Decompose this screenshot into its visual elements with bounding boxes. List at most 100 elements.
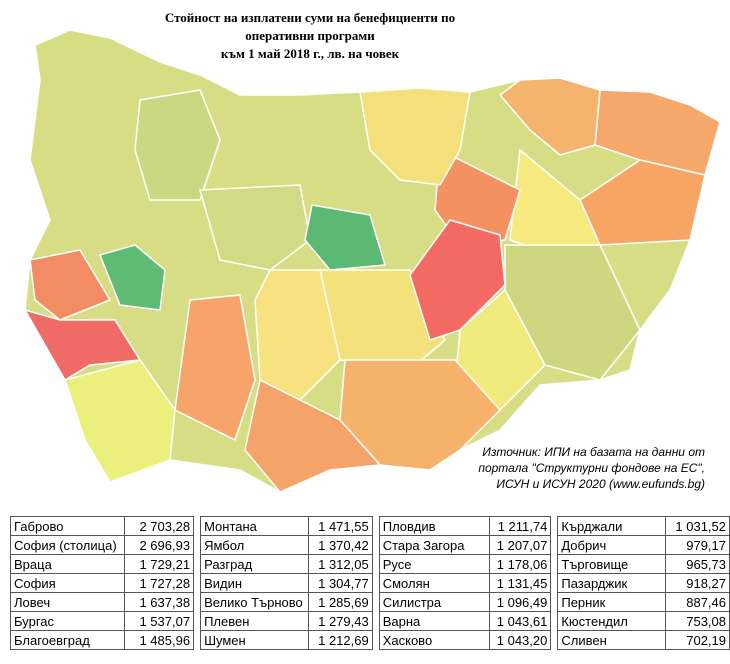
region-value: 1 043,20 bbox=[488, 630, 552, 650]
table-group: Пловдив 1 211,74 Стара Загора 1 207,07 Русе 1… bbox=[378, 516, 552, 650]
region-value: 1 212,69 bbox=[308, 630, 373, 650]
map: Стойност на изплатени суми на бенефициен… bbox=[23, 10, 721, 493]
region bbox=[498, 77, 601, 156]
region-name: Кюстендил bbox=[557, 611, 667, 631]
region-value: 1 471,55 bbox=[308, 516, 373, 536]
region-name: София bbox=[9, 573, 126, 593]
table-group: Кърджали 1 031,52 Добрич 979,17 Търговище 965… bbox=[557, 516, 730, 650]
table-row: Габрово 2 703,28 bbox=[9, 516, 195, 536]
region-name: Варна bbox=[378, 611, 490, 631]
table-row: Ловеч 1 637,38 bbox=[9, 592, 195, 612]
region-value: 2 696,93 bbox=[124, 535, 195, 555]
region-value: 1 178,06 bbox=[488, 554, 552, 574]
table-row: Благоевград 1 485,96 bbox=[9, 630, 195, 650]
region-name: Перник bbox=[557, 592, 667, 612]
table-row: Хасково 1 043,20 bbox=[378, 630, 552, 650]
region-value: 1 131,45 bbox=[488, 573, 552, 593]
source-note: портала "Структурни фондове на ЕС", bbox=[478, 461, 705, 475]
region-value: 1 729,21 bbox=[124, 554, 195, 574]
region bbox=[304, 204, 386, 271]
table-row: Кърджали 1 031,52 bbox=[557, 516, 730, 536]
region-name: Монтана bbox=[200, 516, 310, 536]
table-row: Перник 887,46 bbox=[557, 592, 730, 612]
region-value: 1 211,74 bbox=[488, 516, 552, 536]
region-value: 965,73 bbox=[665, 554, 730, 574]
region-name: Враца bbox=[9, 554, 126, 574]
region-value: 1 279,43 bbox=[308, 611, 373, 631]
region-name: Смолян bbox=[378, 573, 490, 593]
map-title: оперативни програми bbox=[245, 28, 375, 43]
region-name: Хасково bbox=[378, 630, 490, 650]
region bbox=[244, 378, 382, 493]
table-row: Бургас 1 537,07 bbox=[9, 611, 195, 631]
region-name: Силистра bbox=[378, 592, 490, 612]
table-row: Монтана 1 471,55 bbox=[200, 516, 373, 536]
table-group: Габрово 2 703,28 София (столица) 2 696,93 Вр… bbox=[9, 516, 195, 650]
region-value: 918,27 bbox=[665, 573, 730, 593]
table-row: Ямбол 1 370,42 bbox=[200, 535, 373, 555]
table-row: Видин 1 304,77 bbox=[200, 573, 373, 593]
table-row: Пловдив 1 211,74 bbox=[378, 516, 552, 536]
table-row: Русе 1 178,06 bbox=[378, 554, 552, 574]
table-row: Варна 1 043,61 bbox=[378, 611, 552, 631]
table-row: Враца 1 729,21 bbox=[9, 554, 195, 574]
region bbox=[29, 249, 112, 321]
table-row: Смолян 1 131,45 bbox=[378, 573, 552, 593]
region bbox=[594, 89, 721, 176]
region-name: Ямбол bbox=[200, 535, 310, 555]
region-name: Русе bbox=[378, 554, 490, 574]
map-title: Стойност на изплатени суми на бенефициен… bbox=[165, 10, 455, 25]
table-row: Силистра 1 096,49 bbox=[378, 592, 552, 612]
region-name: Стара Загора bbox=[378, 535, 490, 555]
table-row: София 1 727,28 bbox=[9, 573, 195, 593]
map-title: към 1 май 2018 г., лв. на човек bbox=[221, 46, 400, 61]
table-group: Монтана 1 471,55 Ямбол 1 370,42 Разград 1 312… bbox=[200, 516, 373, 650]
region-value: 1 207,07 bbox=[488, 535, 552, 555]
region-name: Ловеч bbox=[9, 592, 126, 612]
region-name: Сливен bbox=[557, 630, 667, 650]
region-value: 887,46 bbox=[665, 592, 730, 612]
region-value: 702,19 bbox=[665, 630, 730, 650]
region-name: Бургас bbox=[9, 611, 126, 631]
region bbox=[98, 244, 166, 311]
region-name: Пловдив bbox=[378, 516, 490, 536]
region-name: Разград bbox=[200, 554, 310, 574]
region-value: 1 485,96 bbox=[124, 630, 195, 650]
table-row: Разград 1 312,05 bbox=[200, 554, 373, 574]
region-name: Пазарджик bbox=[557, 573, 667, 593]
source-note: ИСУН и ИСУН 2020 (www.eufunds.bg) bbox=[496, 477, 705, 491]
table-row: София (столица) 2 696,93 bbox=[9, 535, 195, 555]
region-value: 1 727,28 bbox=[124, 573, 195, 593]
region-name: Кърджали bbox=[557, 516, 667, 536]
table-row: Търговище 965,73 bbox=[557, 554, 730, 574]
region-name: Шумен bbox=[200, 630, 310, 650]
table-row: Стара Загора 1 207,07 bbox=[378, 535, 552, 555]
region bbox=[23, 308, 142, 382]
region-name: Плевен bbox=[200, 611, 310, 631]
region-value: 1 637,38 bbox=[124, 592, 195, 612]
table-row: Кюстендил 753,08 bbox=[557, 611, 730, 631]
region bbox=[134, 89, 221, 201]
region-value: 2 703,28 bbox=[124, 516, 195, 536]
region-name: Видин bbox=[200, 573, 310, 593]
table-row: Шумен 1 212,69 bbox=[200, 630, 373, 650]
table-row: Сливен 702,19 bbox=[557, 630, 730, 650]
table-row: Велико Търново 1 285,69 bbox=[200, 592, 373, 612]
region-value: 1 096,49 bbox=[488, 592, 552, 612]
region-value: 1 304,77 bbox=[308, 573, 373, 593]
table-row: Добрич 979,17 bbox=[557, 535, 730, 555]
region bbox=[174, 294, 256, 442]
table: Габрово 2 703,28 София (столица) 2 696,93 Вр… bbox=[9, 516, 730, 650]
region-value: 1 312,05 bbox=[308, 554, 373, 574]
source-note: Източник: ИПИ на базата на данни от bbox=[482, 445, 705, 459]
region-value: 1 285,69 bbox=[308, 592, 373, 612]
region bbox=[199, 184, 311, 271]
region-value: 1 043,61 bbox=[488, 611, 552, 631]
table-row: Пазарджик 918,27 bbox=[557, 573, 730, 593]
region bbox=[359, 87, 471, 186]
region bbox=[579, 159, 706, 246]
region-value: 753,08 bbox=[665, 611, 730, 631]
region-name: Добрич bbox=[557, 535, 667, 555]
region-name: Търговище bbox=[557, 554, 667, 574]
